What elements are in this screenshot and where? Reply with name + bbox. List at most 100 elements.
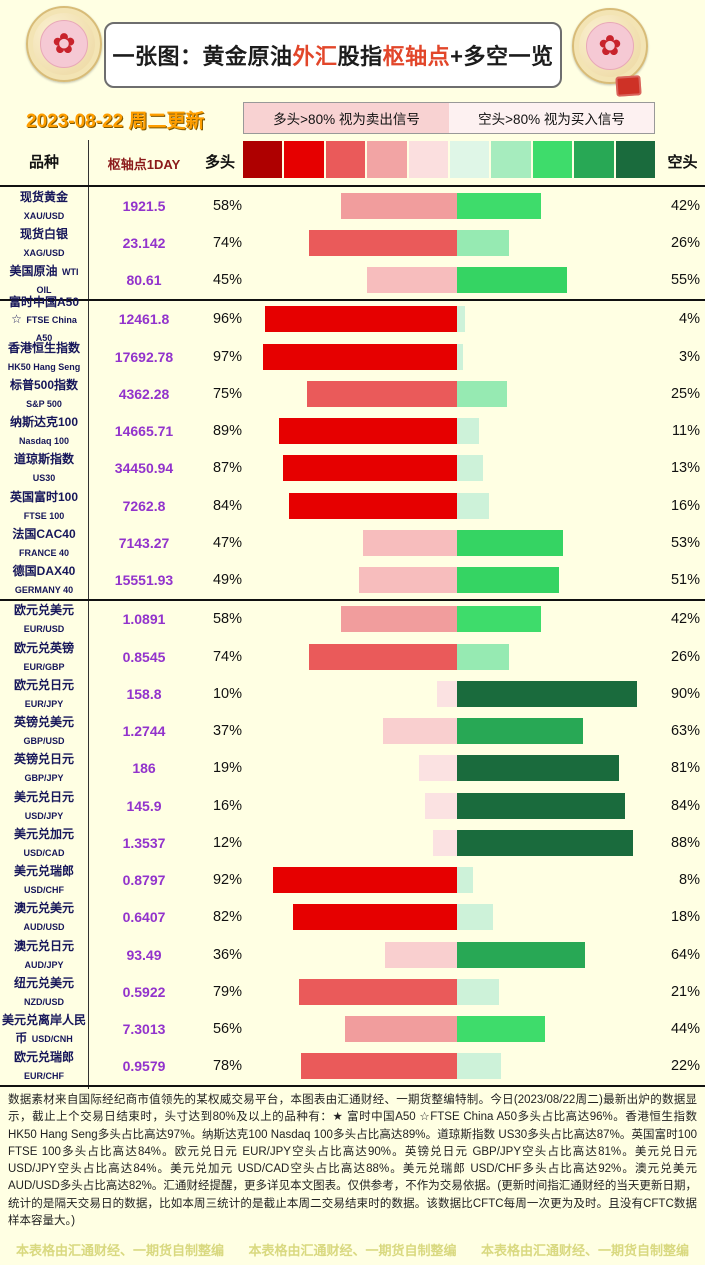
short-bar <box>457 306 465 333</box>
pivot-value: 7143.27 <box>118 534 170 551</box>
instrument-name-cn: 美元兑离岸人民币 <box>2 1013 87 1046</box>
long-percent: 16% <box>212 797 242 814</box>
instrument-name: 欧元兑美元 EUR/USD <box>0 601 88 637</box>
table-row: 美元兑瑞郎 USD/CHF 0.8797 92% 8% <box>0 862 705 899</box>
instrument-name: 美元兑日元 USD/JPY <box>0 788 88 824</box>
long-percent: 36% <box>212 946 242 963</box>
table-row: 现货黄金 XAU/USD 1921.5 58% 42% <box>0 187 705 224</box>
instrument-name: 美国原油 WTI OIL <box>0 262 88 298</box>
instrument-code: S&P 500 <box>26 398 62 409</box>
instrument-name-cn: 美元兑日元 <box>13 789 74 804</box>
short-bar <box>457 567 559 594</box>
short-percent: 21% <box>670 983 700 1000</box>
long-percent: 37% <box>212 723 242 740</box>
scale-swatch <box>450 141 490 178</box>
flower-icon: ✿ <box>52 28 76 59</box>
color-scale <box>243 141 656 178</box>
long-percent: 74% <box>212 234 242 251</box>
short-bar <box>457 643 509 670</box>
instrument-name-cn: 澳元兑日元 <box>13 938 74 953</box>
long-percent: 97% <box>212 348 242 365</box>
instrument-code: XAU/USD <box>23 210 65 221</box>
instrument-code: HK50 Hang Seng <box>7 361 81 372</box>
short-percent: 51% <box>670 572 700 589</box>
instrument-code: EUR/GBP <box>23 661 65 672</box>
pivot-value: 0.8797 <box>122 872 166 889</box>
short-bar <box>457 904 493 931</box>
long-bar <box>283 455 457 482</box>
bar-track <box>242 306 666 333</box>
instrument-name-cn: 法国CAC40 <box>12 526 76 541</box>
table-row: 美元兑离岸人民币 USD/CNH 7.3013 56% 44% <box>0 1011 705 1048</box>
short-percent: 3% <box>679 348 700 365</box>
instrument-name: 美元兑瑞郎 USD/CHF <box>0 862 88 898</box>
bar-track <box>242 792 666 819</box>
short-percent: 4% <box>679 311 700 328</box>
instrument-name-cn: 纽元兑美元 <box>13 975 74 990</box>
bar-track <box>242 567 666 594</box>
bar-track <box>242 492 666 519</box>
short-percent: 90% <box>670 685 700 702</box>
short-bar <box>457 229 509 256</box>
short-bar <box>457 455 483 482</box>
long-bar <box>263 343 457 370</box>
short-bar <box>457 343 463 370</box>
title-segment: 枢轴点 <box>382 44 451 69</box>
instrument-code: FRANCE 40 <box>18 547 69 558</box>
instrument-name: 香港恒生指数 HK50 Hang Seng <box>0 339 88 375</box>
watermark-row: 本表格由汇通财经、一期货自制整编 本表格由汇通财经、一期货自制整编 本表格由汇通财经… <box>0 1240 705 1259</box>
column-header-long: 多头 <box>204 154 235 171</box>
long-percent: 49% <box>212 572 242 589</box>
instrument-name: 英镑兑美元 GBP/USD <box>0 713 88 749</box>
coin-inner-circle: ✿ <box>40 20 88 68</box>
long-bar <box>359 567 457 594</box>
long-percent: 58% <box>212 611 242 628</box>
instrument-code: GERMANY 40 <box>14 585 74 596</box>
long-bar <box>383 718 457 745</box>
long-percent: 92% <box>212 872 242 889</box>
instrument-name: 现货黄金 XAU/USD <box>0 188 88 224</box>
pivot-value: 7.3013 <box>122 1021 166 1038</box>
short-percent: 81% <box>670 760 700 777</box>
short-bar <box>457 792 625 819</box>
long-bar <box>437 680 457 707</box>
bar-track <box>242 229 666 256</box>
instrument-code: AUD/USD <box>23 922 65 933</box>
instrument-name-cn: 富时中国A50 ☆ <box>8 294 79 327</box>
instrument-code: USD/CHF <box>24 885 64 896</box>
scale-swatch <box>491 141 531 178</box>
pivot-value: 7262.8 <box>122 497 166 514</box>
bar-track <box>242 1016 666 1043</box>
instrument-code: EUR/CHF <box>24 1071 64 1082</box>
pivot-value: 0.5922 <box>122 983 166 1000</box>
bar-track <box>242 606 666 633</box>
group-divider <box>0 598 705 601</box>
bar-track <box>242 829 666 856</box>
short-bar <box>457 192 541 219</box>
instrument-name: 道琼斯指数 US30 <box>0 450 88 486</box>
column-header-short: 空头 <box>667 154 698 171</box>
short-percent: 42% <box>670 611 700 628</box>
bar-track <box>242 643 666 670</box>
short-percent: 26% <box>670 648 700 665</box>
instrument-name-cn: 欧元兑英镑 <box>13 640 74 655</box>
long-bar <box>309 643 457 670</box>
watermark-text: 本表格由汇通财经、一期货自制整编 <box>480 1243 689 1258</box>
pivot-value: 1.0891 <box>122 611 166 628</box>
instrument-code: GBP/JPY <box>24 773 64 784</box>
long-bar <box>345 1016 457 1043</box>
table-row: 富时中国A50 ☆ FTSE China A50 12461.8 96% 4% <box>0 295 705 344</box>
instrument-name: 现货白银 XAG/USD <box>0 225 88 261</box>
bar-track <box>242 904 666 931</box>
scale-swatch <box>408 141 449 178</box>
pivot-value: 15551.93 <box>114 572 174 589</box>
table-row: 道琼斯指数 US30 34450.94 87% 13% <box>0 450 705 487</box>
short-percent: 88% <box>670 834 700 851</box>
column-divider-line <box>88 140 89 1089</box>
instrument-name: 澳元兑日元 AUD/JPY <box>0 937 88 973</box>
short-bar <box>457 606 541 633</box>
coin-flower-icon: ✿ <box>572 8 648 84</box>
long-bar <box>419 755 457 782</box>
bar-track <box>242 418 666 445</box>
